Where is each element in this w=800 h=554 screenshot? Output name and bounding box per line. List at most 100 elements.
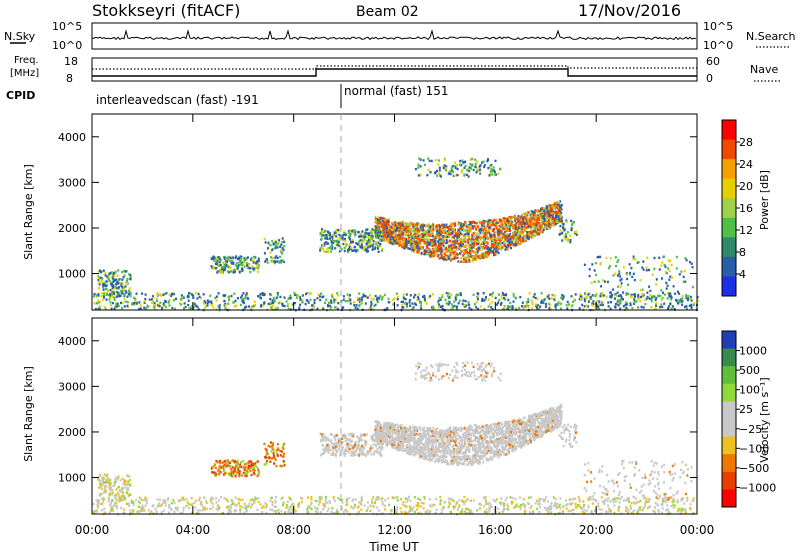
echo-cell bbox=[629, 303, 632, 307]
echo-cell bbox=[369, 242, 372, 245]
echo-cell bbox=[390, 226, 393, 229]
echo-cell bbox=[274, 256, 277, 259]
echo-cell bbox=[190, 305, 193, 308]
echo-cell bbox=[438, 257, 441, 260]
echo-cell bbox=[357, 296, 359, 300]
echo-cell bbox=[454, 224, 457, 227]
echo-cell bbox=[385, 229, 388, 232]
echo-cell bbox=[427, 445, 430, 448]
echo-cell bbox=[523, 223, 526, 226]
echo-cell bbox=[323, 234, 326, 237]
echo-cell bbox=[579, 297, 582, 301]
echo-cell bbox=[405, 293, 408, 296]
echo-cell bbox=[253, 255, 255, 259]
echo-cell bbox=[501, 221, 504, 225]
echo-cell bbox=[519, 420, 521, 424]
echo-cell bbox=[170, 294, 173, 298]
echo-cell bbox=[277, 301, 280, 305]
echo-cell bbox=[339, 229, 342, 233]
echo-cell bbox=[559, 232, 562, 235]
echo-cell bbox=[395, 292, 398, 295]
echo-cell bbox=[402, 306, 405, 309]
echo-cell bbox=[437, 443, 440, 446]
echo-cell bbox=[400, 234, 403, 237]
echo-cell bbox=[307, 301, 310, 304]
echo-cell bbox=[510, 218, 513, 221]
echo-cell bbox=[129, 295, 132, 298]
echo-cell bbox=[228, 295, 230, 298]
echo-cell bbox=[476, 292, 479, 295]
echo-cell bbox=[506, 219, 509, 222]
echo-cell bbox=[540, 300, 543, 304]
echo-cell bbox=[500, 219, 503, 223]
echo-cell bbox=[374, 221, 377, 224]
echo-cell bbox=[465, 260, 467, 263]
echo-cell bbox=[493, 170, 496, 174]
echo-cell bbox=[264, 260, 267, 263]
echo-cell bbox=[419, 301, 422, 304]
echo-cell bbox=[449, 244, 452, 247]
echo-cell bbox=[619, 279, 622, 282]
echo-cell bbox=[501, 235, 504, 238]
echo-cell bbox=[116, 291, 119, 294]
echo-cell bbox=[490, 170, 493, 173]
echo-cell bbox=[429, 239, 432, 242]
echo-cell bbox=[418, 234, 420, 237]
echo-cell bbox=[553, 210, 556, 214]
echo-cell bbox=[508, 450, 510, 453]
echo-cell bbox=[492, 166, 495, 169]
echo-cell bbox=[484, 236, 487, 240]
echo-cell bbox=[402, 300, 405, 304]
echo-cell bbox=[614, 297, 616, 300]
echo-cell bbox=[511, 435, 514, 439]
echo-cell bbox=[508, 217, 511, 220]
echo-cell bbox=[331, 235, 333, 239]
echo-cell bbox=[420, 246, 423, 249]
echo-cell bbox=[334, 298, 337, 301]
echo-cell bbox=[374, 215, 377, 219]
echo-cell bbox=[301, 298, 304, 302]
echo-cell bbox=[559, 418, 562, 421]
echo-cell bbox=[429, 171, 432, 174]
echo-cell bbox=[555, 219, 558, 223]
nsky-right-tick-bottom: 10^0 bbox=[703, 39, 733, 52]
echo-cell bbox=[338, 242, 341, 246]
echo-cell bbox=[119, 301, 122, 305]
echo-cell bbox=[445, 291, 448, 295]
echo-cell bbox=[448, 170, 451, 173]
echo-cell bbox=[408, 301, 411, 304]
echo-cell bbox=[376, 421, 379, 425]
echo-cell bbox=[497, 451, 499, 454]
echo-cell bbox=[438, 249, 441, 252]
echo-cell bbox=[262, 304, 265, 307]
echo-cell bbox=[416, 227, 419, 231]
echo-cell bbox=[452, 170, 454, 173]
echo-cell bbox=[658, 256, 661, 259]
echo-cell bbox=[403, 437, 406, 440]
echo-cell bbox=[530, 221, 533, 224]
echo-cell bbox=[430, 159, 433, 163]
echo-cell bbox=[229, 256, 232, 259]
echo-cell bbox=[439, 244, 442, 248]
echo-cell bbox=[153, 304, 156, 307]
echo-cell bbox=[158, 302, 160, 306]
echo-cell bbox=[462, 243, 465, 246]
echo-cell bbox=[571, 304, 574, 307]
echo-cell bbox=[430, 250, 433, 254]
echo-cell bbox=[337, 240, 340, 243]
echo-cell bbox=[417, 250, 420, 253]
echo-cell bbox=[625, 306, 628, 309]
echo-cell bbox=[376, 233, 379, 236]
echo-cell bbox=[539, 305, 542, 308]
echo-cell bbox=[405, 227, 408, 230]
echo-cell bbox=[441, 229, 444, 232]
echo-cell bbox=[423, 298, 426, 301]
echo-cell bbox=[399, 230, 402, 233]
echo-cell bbox=[502, 233, 505, 236]
echo-cell bbox=[109, 301, 112, 304]
echo-cell bbox=[388, 228, 391, 232]
echo-cell bbox=[251, 259, 254, 262]
echo-cell bbox=[487, 298, 490, 301]
echo-cell bbox=[551, 220, 554, 223]
echo-cell bbox=[553, 294, 556, 297]
